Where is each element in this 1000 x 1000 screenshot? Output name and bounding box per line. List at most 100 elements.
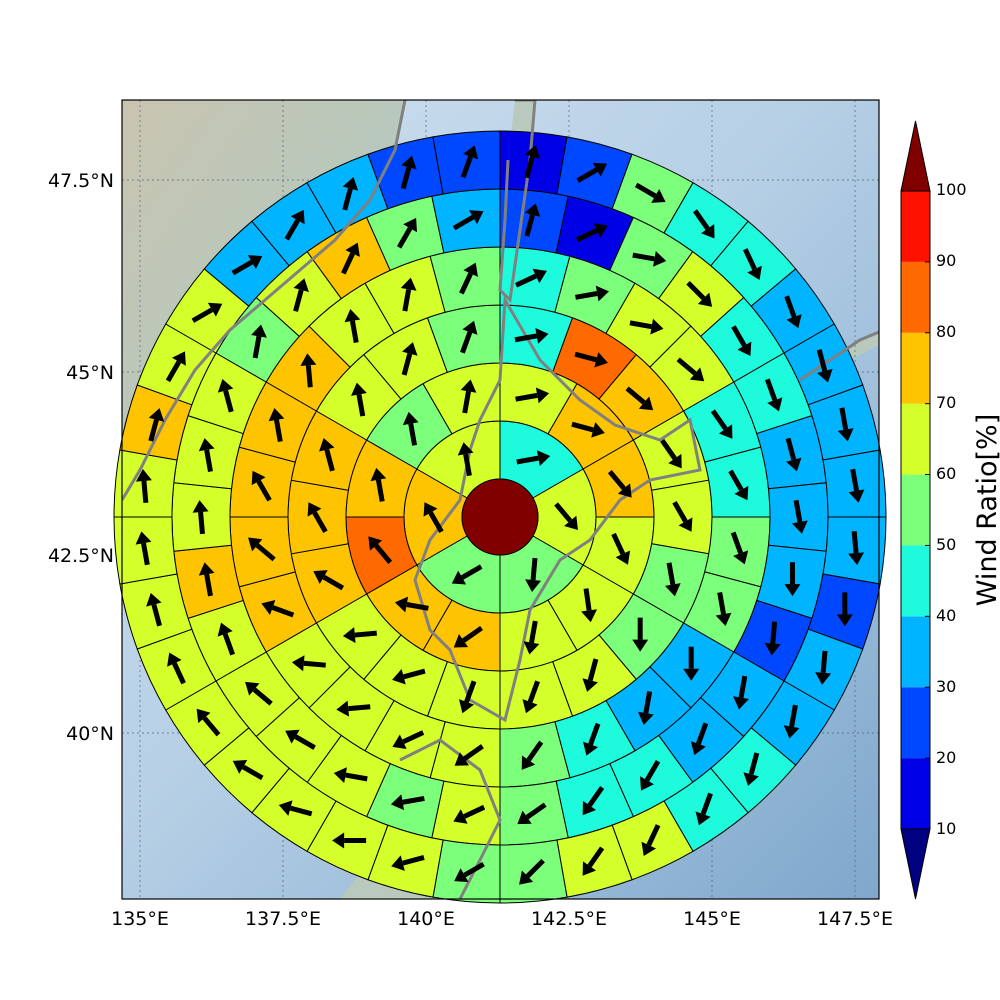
wind-arrow — [690, 722, 709, 756]
wind-arrow-shaft — [587, 846, 605, 868]
wind-arrow — [370, 467, 387, 502]
wind-arrow — [453, 625, 484, 648]
wind-arrow-head — [651, 189, 666, 203]
wind-arrow — [521, 740, 544, 770]
colorbar-tick-label: 50 — [936, 535, 956, 554]
wind-arrow-head — [390, 794, 405, 811]
wind-arrow-shaft — [255, 543, 276, 562]
wind-arrow — [251, 324, 267, 359]
wind-arrow-shaft — [527, 680, 540, 703]
wind-arrow — [784, 295, 802, 329]
wind-arrow-head — [261, 599, 276, 616]
wind-arrow-head — [458, 699, 475, 714]
wind-arrow-head — [537, 450, 551, 466]
wind-arrow-head — [333, 767, 347, 783]
wind-arrow-shaft — [738, 675, 748, 699]
wind-arrow — [391, 855, 425, 871]
wind-arrow-shaft — [459, 272, 473, 295]
wind-arrow — [245, 681, 273, 706]
wind-arrow — [278, 800, 313, 817]
wind-arrow-head — [400, 277, 417, 291]
wind-arrow-shaft — [770, 621, 778, 644]
wind-arrow-shaft — [644, 759, 661, 782]
wind-arrow — [342, 177, 359, 211]
lat-tick-labels: 47.5°N 45°N 42.5°N 40°N — [48, 170, 114, 745]
wind-arrow-shaft — [428, 511, 444, 533]
wind-arrow-head — [582, 741, 599, 756]
wind-arrow — [836, 592, 853, 627]
wind-arrow-head — [368, 536, 383, 551]
wind-arrow-head — [653, 251, 667, 267]
wind-arrow-shaft — [252, 335, 262, 359]
wind-arrow — [815, 650, 832, 685]
wind-arrow — [457, 442, 474, 477]
wind-arrow-shaft — [141, 480, 149, 504]
wind-arrow-shaft — [345, 772, 368, 782]
wind-arrow-shaft — [526, 740, 544, 762]
wind-arrow-head — [453, 809, 468, 824]
wind-arrow-head — [291, 655, 305, 672]
wind-arrow-head — [217, 378, 234, 393]
wind-arrow-head — [535, 328, 549, 344]
wind-arrow-shaft — [400, 166, 412, 190]
lon-tick-label: 135°E — [111, 908, 169, 930]
wind-arrow-head — [683, 668, 700, 681]
wind-arrow-head — [786, 314, 802, 329]
lon-tick-label: 137.5°E — [245, 908, 321, 930]
wind-arrow-shaft — [587, 658, 599, 681]
wind-arrow-head — [836, 614, 853, 627]
center-disk — [461, 478, 539, 556]
wind-arrow-head — [198, 438, 215, 452]
colorbar-segment — [901, 403, 930, 475]
wind-arrow-shaft — [374, 543, 393, 564]
wind-arrow-head — [192, 500, 209, 513]
wind-arrow — [313, 570, 345, 591]
wind-arrow — [554, 502, 578, 531]
wind-arrow-head — [135, 531, 152, 545]
wind-arrow-shaft — [666, 562, 676, 585]
wind-arrow-head — [743, 772, 759, 786]
wind-arrow — [519, 858, 545, 885]
wind-arrow-head — [451, 570, 467, 585]
wind-arrow — [342, 627, 377, 644]
wind-arrow — [629, 318, 664, 335]
wind-arrow-head — [582, 678, 598, 692]
wind-arrow-head — [848, 552, 865, 566]
wind-arrow-head — [457, 442, 474, 456]
wind-arrow-shaft — [571, 421, 594, 433]
wind-arrow-shaft — [710, 409, 728, 431]
wind-arrow-shaft — [148, 419, 159, 442]
wind-arrow — [683, 646, 700, 681]
wind-arrow — [514, 268, 547, 288]
wind-arrow-shaft — [165, 360, 182, 383]
wind-arrow-shaft — [293, 289, 304, 312]
wind-arrow-shaft — [356, 394, 366, 417]
wind-arrow-shaft — [463, 861, 485, 878]
wind-arrow-shaft — [406, 602, 429, 611]
wind-arrow-head — [392, 734, 407, 750]
wind-arrow-shaft — [587, 786, 605, 807]
wind-arrow-shaft — [632, 252, 655, 262]
wind-arrow — [344, 309, 361, 343]
wind-arrow-head — [307, 502, 322, 517]
wind-arrow-head — [251, 324, 267, 338]
wind-arrow-shaft — [588, 722, 601, 746]
wind-arrow-head — [733, 550, 749, 565]
wind-arrow — [611, 532, 631, 565]
wind-arrow-head — [525, 579, 542, 592]
wind-arrow — [148, 408, 165, 442]
wind-arrow-shaft — [252, 687, 273, 706]
wind-arrow-shaft — [686, 281, 706, 301]
wind-arrow-head — [767, 397, 783, 412]
wind-arrow-shaft — [524, 155, 535, 179]
wind-arrow-shaft — [172, 662, 186, 685]
wind-arrow — [459, 262, 478, 295]
wind-arrow-head — [815, 672, 832, 685]
wind-arrow — [715, 592, 732, 626]
wind-arrow — [232, 760, 264, 781]
wind-arrow-head — [342, 177, 359, 191]
wind-arrow — [641, 824, 661, 856]
wind-arrow — [401, 342, 418, 376]
wind-arrow-head — [697, 292, 713, 307]
wind-arrow-head — [454, 868, 469, 883]
